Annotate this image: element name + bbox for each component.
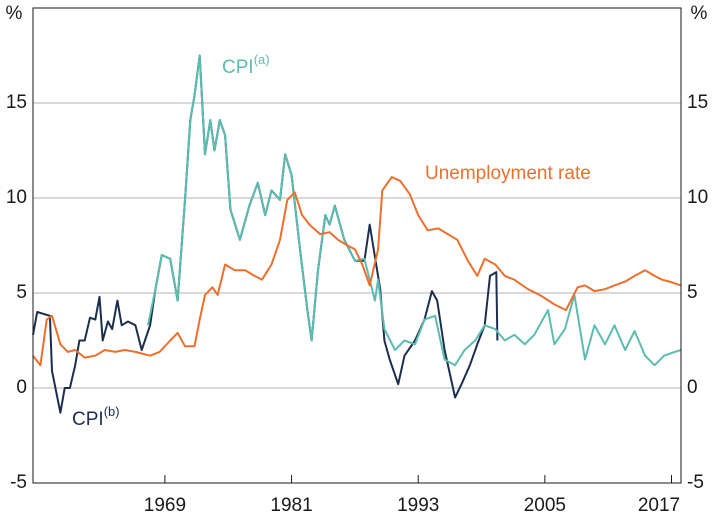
series-line: [147, 54, 682, 367]
plot-frame: [32, 7, 682, 484]
x-tick-label: 2017: [638, 495, 680, 516]
y-tick-label: 10: [6, 187, 27, 208]
series-label: CPI(b): [72, 404, 120, 430]
y-tick-label: 0: [16, 377, 27, 398]
y-tick-label: 5: [16, 282, 27, 303]
y2-axis-label: %: [691, 3, 708, 24]
x-tick-label: 1993: [397, 495, 439, 516]
series-line: [32, 54, 499, 414]
y-axis-label: %: [6, 3, 23, 24]
y-tick-label: -5: [10, 472, 27, 493]
y2-tick-label: 10: [687, 187, 708, 208]
series-label: Unemployment rate: [425, 163, 591, 184]
x-tick-label: 1981: [270, 495, 312, 516]
series-line: [32, 176, 682, 367]
y2-tick-label: 15: [687, 92, 708, 113]
y2-tick-label: 0: [687, 377, 698, 398]
y2-tick-label: -5: [687, 472, 704, 493]
y2-tick-label: 5: [687, 282, 698, 303]
x-tick-label: 1969: [144, 495, 186, 516]
x-tick-label: 2005: [524, 495, 566, 516]
series-label: CPI(a): [222, 52, 270, 78]
y-tick-label: 15: [6, 92, 27, 113]
